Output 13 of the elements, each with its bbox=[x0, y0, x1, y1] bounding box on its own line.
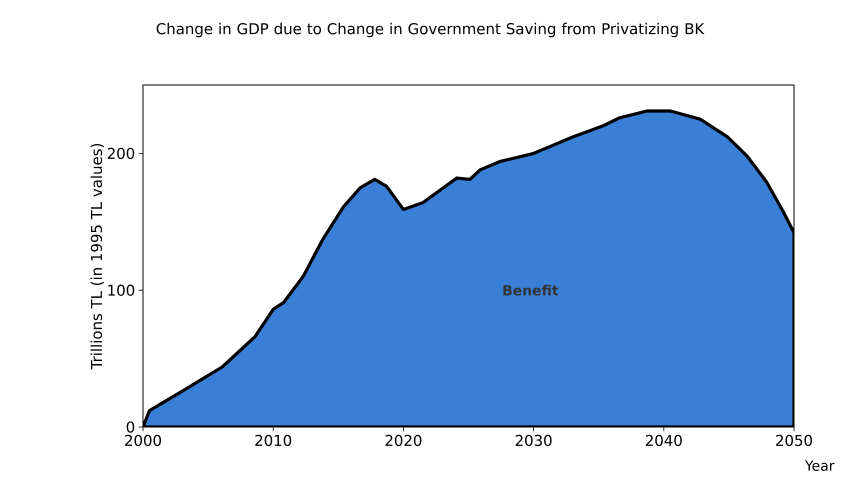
y-tick-label: 200 bbox=[108, 148, 134, 160]
y-axis-title: Trillions TL (in 1995 TL values) bbox=[90, 144, 104, 370]
x-axis-title: Year bbox=[804, 460, 835, 471]
x-tick-label: 2050 bbox=[776, 434, 812, 446]
chart-title: Change in GDP due to Change in Government Saving from Privatizing BK bbox=[156, 22, 705, 38]
x-tick-label: 2010 bbox=[255, 434, 292, 446]
y-tick-label: 100 bbox=[108, 284, 134, 296]
x-tick-label: 2000 bbox=[125, 434, 162, 446]
x-tick-label: 2020 bbox=[385, 434, 422, 446]
y-tick-label: 0 bbox=[126, 421, 134, 433]
annotation: Benefit bbox=[503, 284, 558, 296]
x-tick-label: 2040 bbox=[646, 434, 682, 446]
x-tick-label: 2030 bbox=[516, 434, 552, 446]
